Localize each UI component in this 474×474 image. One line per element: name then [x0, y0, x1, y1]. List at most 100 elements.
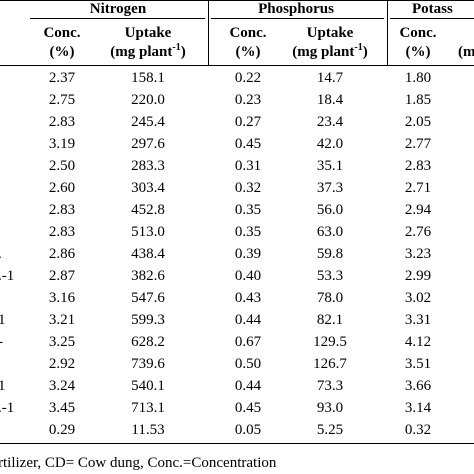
cell: 59.8: [316, 246, 344, 262]
unit-part: ): [362, 44, 368, 60]
cell: 93.0: [316, 400, 344, 416]
rule: [208, 0, 209, 65]
cell: 23.4: [316, 114, 344, 130]
column-header: Conc.: [399, 25, 437, 41]
cell: 245.4: [131, 114, 165, 130]
cell: 547.6: [131, 290, 165, 306]
cell: 2.37: [48, 70, 76, 86]
cell: 599.3: [131, 312, 165, 328]
cell: 713.1: [131, 400, 165, 416]
cell: 3.16: [48, 290, 76, 306]
cell: 11.53: [131, 422, 165, 438]
row-label: 1: [0, 312, 6, 328]
cell: 2.94: [404, 202, 432, 218]
rule: [211, 18, 384, 19]
cell: 2.83: [48, 114, 76, 130]
cell: 2.77: [404, 136, 432, 152]
cell: 82.1: [316, 312, 344, 328]
rule: [390, 18, 474, 19]
cell: 3.24: [48, 378, 76, 394]
cell: 0.22: [234, 70, 262, 86]
group-header: Potass: [412, 1, 453, 17]
column-header: (%): [235, 44, 261, 60]
cell: 0.27: [234, 114, 262, 130]
cell: 0.39: [234, 246, 262, 262]
cell: 5.25: [316, 422, 344, 438]
unit-part: (mg plant: [292, 44, 355, 60]
column-header: (%): [405, 44, 431, 60]
cell: 2.83: [48, 224, 76, 240]
unit-part: -1: [354, 42, 363, 53]
rule: [30, 18, 205, 19]
cell: 53.3: [316, 268, 344, 284]
row-label: .-1: [0, 268, 15, 284]
cell: 126.7: [313, 356, 347, 372]
cell: 56.0: [316, 202, 344, 218]
cell: 0.40: [234, 268, 262, 284]
cell: 0.32: [234, 180, 262, 196]
cell: 3.21: [48, 312, 76, 328]
cell: 0.44: [234, 378, 262, 394]
cell: 382.6: [131, 268, 165, 284]
cell: 297.6: [131, 136, 165, 152]
cell: 0.29: [48, 422, 76, 438]
cell: 438.4: [131, 246, 165, 262]
cell: 3.51: [404, 356, 432, 372]
cell: 3.25: [48, 334, 76, 350]
cell: 0.45: [234, 136, 262, 152]
unit-part: (mg plant: [110, 44, 173, 60]
cell: 1.85: [404, 92, 432, 108]
cell: 129.5: [313, 334, 347, 350]
cell: 303.4: [131, 180, 165, 196]
cell: 452.8: [131, 202, 165, 218]
cell: 0.43: [234, 290, 262, 306]
cell: 1.80: [404, 70, 432, 86]
cell: 540.1: [131, 378, 165, 394]
cell: 37.3: [316, 180, 344, 196]
cell: 18.4: [316, 92, 344, 108]
row-label: 1: [0, 378, 6, 394]
cell: 63.0: [316, 224, 344, 240]
cell: 0.32: [404, 422, 432, 438]
row-label: -: [0, 333, 3, 351]
cell: 2.05: [404, 114, 432, 130]
cell: 73.3: [316, 378, 344, 394]
column-header: Conc.: [43, 25, 81, 41]
cell: 2.75: [48, 92, 76, 108]
column-header: Uptake: [306, 25, 354, 41]
cell: 2.50: [48, 158, 76, 174]
cell: 0.35: [234, 224, 262, 240]
cell: 0.67: [234, 334, 262, 350]
group-header: Phosphorus: [258, 1, 334, 17]
cell: 3.45: [48, 400, 76, 416]
cell: 0.23: [234, 92, 262, 108]
cell: 0.50: [234, 356, 262, 372]
cell: 513.0: [131, 224, 165, 240]
cell: 3.66: [404, 378, 432, 394]
cell: 3.31: [404, 312, 432, 328]
cell: 0.45: [234, 400, 262, 416]
group-header: Nitrogen: [89, 1, 147, 17]
cell: 2.60: [48, 180, 76, 196]
rule: [0, 443, 474, 444]
column-header: (m: [458, 44, 474, 60]
cell: 3.19: [48, 136, 76, 152]
cell: 2.87: [48, 268, 76, 284]
cell: 3.14: [404, 400, 432, 416]
cell: 0.35: [234, 202, 262, 218]
row-label: .-1: [0, 400, 15, 416]
column-header: Uptake: [124, 25, 172, 41]
cell: 0.31: [234, 158, 262, 174]
cell: 2.92: [48, 356, 76, 372]
cell: 78.0: [316, 290, 344, 306]
column-header: (mg plant-1): [110, 43, 185, 61]
cell: 2.86: [48, 246, 76, 262]
cell: 158.1: [131, 70, 165, 86]
cell: 14.7: [316, 70, 344, 86]
cell: 42.0: [316, 136, 344, 152]
cell: 2.83: [404, 158, 432, 174]
unit-part: -1: [172, 42, 181, 53]
cell: 2.83: [48, 202, 76, 218]
cell: 628.2: [131, 334, 165, 350]
